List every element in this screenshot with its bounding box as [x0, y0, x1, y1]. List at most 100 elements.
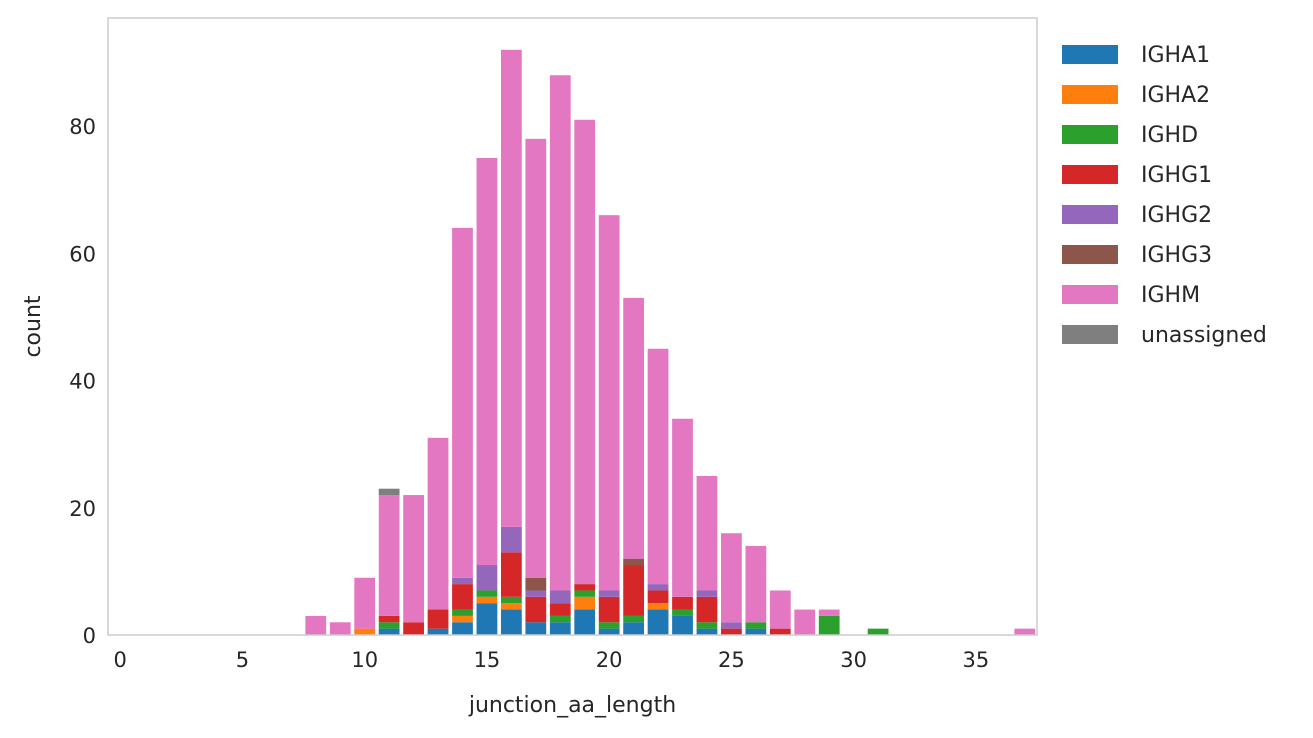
bar-IGHG1-20	[598, 596, 620, 623]
bar-IGHA1-16	[500, 609, 522, 635]
bar-IGHD-20	[598, 622, 620, 629]
legend-label-unassigned: unassigned	[1141, 323, 1267, 348]
bar-IGHD-19	[574, 590, 596, 597]
bar-IGHD-14	[452, 609, 473, 616]
bar-IGHA1-22	[647, 609, 669, 635]
bar-IGHM-8	[305, 615, 327, 635]
bar-IGHM-11	[378, 495, 400, 616]
bar-IGHG2-24	[696, 590, 718, 597]
bar-IGHM-13	[427, 437, 449, 610]
bar-IGHD-15	[476, 590, 498, 597]
bar-IGHA1-21	[623, 622, 645, 635]
bar-IGHG2-20	[598, 590, 620, 597]
bar-IGHG1-21	[623, 565, 645, 616]
bar-IGHA2-15	[476, 596, 498, 604]
y-tick-label: 20	[69, 497, 96, 521]
legend: IGHA1 IGHA2 IGHD IGHG1 IGHG2 IGHG3 IGHM unassig…	[1062, 43, 1267, 348]
y-tick-label: 0	[83, 624, 96, 648]
bar-IGHD-21	[623, 615, 645, 623]
bar-IGHG1-16	[500, 552, 522, 597]
legend-label-IGHM: IGHM	[1141, 283, 1200, 308]
legend-label-IGHG1: IGHG1	[1141, 163, 1212, 188]
legend-swatch-IGHA1	[1062, 45, 1118, 64]
bar-IGHM-29	[818, 609, 840, 616]
legend-label-IGHG3: IGHG3	[1141, 243, 1212, 268]
y-tick-label: 60	[69, 242, 96, 266]
bar-IGHM-19	[574, 119, 596, 585]
bar-IGHD-31	[867, 628, 889, 635]
bar-IGHM-24	[696, 475, 718, 591]
bar-IGHD-26	[745, 622, 767, 629]
legend-label-IGHD: IGHD	[1141, 123, 1198, 148]
y-axis-ticks: 0 20 40 60 80	[69, 115, 96, 648]
x-tick-label: 35	[963, 648, 990, 672]
bar-IGHD-11	[378, 622, 400, 629]
plot-frame	[107, 17, 1038, 636]
legend-swatch-unassigned	[1062, 325, 1118, 344]
bar-IGHD-18	[549, 615, 571, 623]
bar-IGHM-10	[354, 577, 376, 629]
bar-IGHD-24	[696, 622, 718, 629]
bar-IGHG1-12	[403, 622, 424, 635]
x-tick-label: 20	[596, 648, 623, 672]
bar-IGHA1-23	[672, 615, 693, 635]
bar-IGHG1-18	[549, 603, 571, 616]
bar-IGHA1-18	[549, 622, 571, 635]
bar-IGHA1-19	[574, 609, 596, 635]
bar-IGHM-15	[476, 157, 498, 566]
bar-IGHG3-17	[525, 577, 547, 591]
bar-unassigned-11	[378, 488, 400, 496]
bar-IGHA2-19	[574, 596, 596, 610]
y-tick-label: 80	[69, 115, 96, 139]
bar-IGHD-16	[500, 596, 522, 604]
bar-IGHM-26	[745, 545, 767, 623]
bar-IGHD-23	[672, 609, 693, 616]
legend-label-IGHA1: IGHA1	[1141, 43, 1210, 68]
bar-IGHM-20	[598, 215, 620, 591]
bar-IGHA1-15	[476, 603, 498, 635]
bar-IGHM-14	[452, 227, 473, 578]
bar-IGHG1-14	[452, 584, 473, 610]
bar-IGHA2-22	[647, 603, 669, 610]
x-axis-ticks: 0 5 10 15 20 25 30 35	[114, 648, 990, 672]
x-axis-label: junction_aa_length	[468, 693, 676, 718]
bar-IGHA1-26	[745, 628, 767, 635]
bar-IGHG1-17	[525, 596, 547, 623]
legend-swatch-IGHD	[1062, 125, 1118, 144]
bar-IGHM-18	[549, 75, 571, 591]
x-tick-label: 15	[474, 648, 501, 672]
bar-IGHM-9	[329, 622, 351, 635]
y-axis-label: count	[21, 295, 46, 357]
x-tick-label: 10	[351, 648, 378, 672]
bar-IGHM-17	[525, 138, 547, 578]
bar-IGHM-16	[500, 49, 522, 527]
bar-IGHG1-24	[696, 596, 718, 623]
bar-IGHG1-27	[769, 628, 791, 635]
x-tick-label: 25	[718, 648, 745, 672]
y-tick-label: 40	[69, 370, 96, 394]
bar-IGHM-12	[403, 495, 424, 623]
bar-IGHG1-11	[378, 615, 400, 623]
x-tick-label: 0	[114, 648, 127, 672]
bar-IGHA2-10	[354, 628, 376, 635]
bar-IGHG1-22	[647, 590, 669, 604]
bar-IGHM-27	[769, 590, 791, 629]
x-tick-label: 30	[840, 648, 867, 672]
bar-IGHM-25	[721, 533, 742, 623]
bar-IGHM-23	[672, 418, 693, 597]
bar-IGHA2-14	[452, 615, 473, 623]
bar-IGHG2-22	[647, 584, 669, 591]
bar-IGHG2-17	[525, 590, 547, 597]
bar-IGHG1-25	[721, 628, 742, 635]
bar-IGHM-22	[647, 348, 669, 585]
legend-label-IGHG2: IGHG2	[1141, 203, 1212, 228]
bar-IGHG2-16	[500, 526, 522, 553]
bar-IGHA1-20	[598, 628, 620, 635]
bar-IGHA1-24	[696, 628, 718, 635]
bar-IGHG1-19	[574, 584, 596, 591]
legend-swatch-IGHG3	[1062, 245, 1118, 264]
bar-IGHA1-14	[452, 622, 473, 635]
bar-IGHG1-23	[672, 596, 693, 610]
legend-swatch-IGHA2	[1062, 85, 1118, 104]
